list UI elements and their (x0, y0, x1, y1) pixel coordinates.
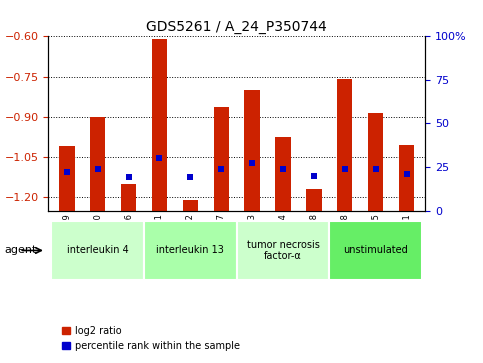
Bar (329, 221, 422, 280)
Text: unstimulated: unstimulated (343, 245, 408, 256)
Bar (368, 113, 384, 211)
Bar (59, 146, 74, 211)
Text: interleukin 4: interleukin 4 (67, 245, 128, 256)
Bar (237, 221, 329, 280)
Bar (121, 184, 136, 211)
Title: GDS5261 / A_24_P350744: GDS5261 / A_24_P350744 (146, 20, 327, 34)
Legend: log2 ratio, percentile rank within the sample: log2 ratio, percentile rank within the s… (58, 322, 243, 355)
Bar (183, 200, 198, 211)
Bar (152, 39, 167, 211)
Bar (244, 90, 260, 211)
Bar (306, 189, 322, 211)
Bar (90, 117, 105, 211)
Bar (144, 221, 237, 280)
Bar (213, 107, 229, 211)
Bar (51, 221, 144, 280)
Text: interleukin 13: interleukin 13 (156, 245, 224, 256)
Bar (337, 79, 353, 211)
Bar (275, 137, 291, 211)
Text: tumor necrosis
factor-α: tumor necrosis factor-α (246, 240, 319, 261)
Bar (399, 145, 414, 211)
Text: agent: agent (5, 245, 37, 256)
